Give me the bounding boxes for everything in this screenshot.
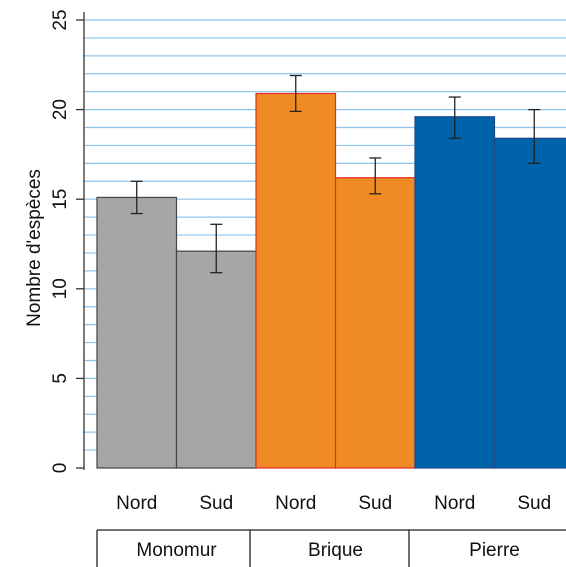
- y-tick-label: 0: [50, 463, 71, 474]
- x-group-label: Pierre: [469, 540, 520, 561]
- y-tick-label: 15: [50, 189, 71, 210]
- y-axis-title: Nombre d'espèces: [24, 169, 45, 327]
- x-category-labels: Nord Sud Nord Sud Nord Sud: [116, 493, 551, 514]
- y-tick-label: 5: [50, 373, 71, 384]
- bar: [175, 250, 257, 469]
- y-axis: 0 5 10 15 20 25: [50, 9, 85, 474]
- x-category-label: Nord: [116, 493, 157, 514]
- bar: [255, 92, 337, 469]
- y-tick-label: 10: [50, 278, 71, 299]
- y-tick-label: 25: [50, 9, 71, 30]
- bar: [334, 177, 416, 469]
- x-category-label: Sud: [517, 493, 551, 514]
- bar: [96, 196, 178, 469]
- x-group-label: Brique: [308, 540, 363, 561]
- x-category-label: Sud: [199, 493, 233, 514]
- x-category-label: Nord: [275, 493, 316, 514]
- y-tick-label: 20: [50, 99, 71, 120]
- x-group-label: Monomur: [136, 540, 217, 561]
- x-category-label: Sud: [358, 493, 392, 514]
- x-group-labels: Monomur Brique Pierre: [96, 529, 566, 567]
- bar: [414, 116, 496, 469]
- bar: [493, 137, 566, 469]
- x-category-label: Nord: [434, 493, 475, 514]
- error-bars: [130, 74, 541, 274]
- bars: [96, 92, 566, 469]
